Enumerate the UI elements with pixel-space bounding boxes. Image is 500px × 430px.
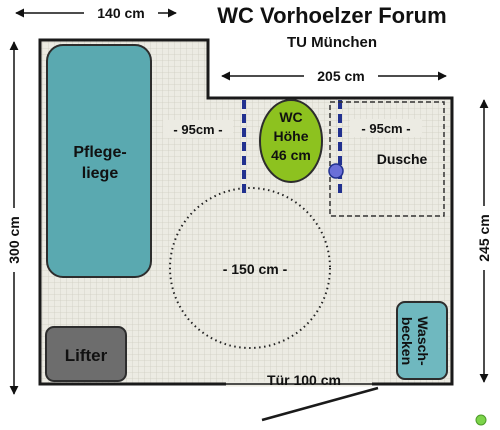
shower-area <box>329 101 445 217</box>
dimension-top-right: 205 cm <box>317 68 364 84</box>
clearance-label-bg <box>350 119 422 137</box>
clearance-right-label: - 95cm - <box>361 121 410 136</box>
lifter-label: Lifter <box>65 346 108 365</box>
sink-label-line1: Wasch- <box>415 316 431 366</box>
care-bed-label-line1: Pflege- <box>73 144 126 161</box>
toilet-label-line1: WC <box>279 109 302 125</box>
dimension-top-left: 140 cm <box>97 5 144 21</box>
care-bed-label-line2: liege <box>82 165 119 182</box>
dimension-label-bg <box>84 2 158 22</box>
clearance-left-label: - 95cm - <box>173 122 222 137</box>
page-subtitle: TU München <box>287 34 377 51</box>
door-label: Tür 100 cm <box>267 372 341 388</box>
dimension-left: 300 cm <box>6 216 22 263</box>
toilet-label-line3: 46 cm <box>271 147 311 163</box>
shower-label: Dusche <box>377 151 428 167</box>
turning-circle-label: - 150 cm - <box>223 261 288 277</box>
dimension-right: 245 cm <box>476 214 492 261</box>
clearance-label-bg <box>163 120 233 138</box>
sink <box>396 301 448 380</box>
turning-circle <box>169 187 331 349</box>
status-dot-icon <box>475 414 487 426</box>
toilet <box>259 99 323 183</box>
lifter <box>45 326 127 382</box>
toilet-label-line2: Höhe <box>274 128 309 144</box>
sink-label-line2: becken <box>399 317 415 365</box>
care-bed <box>46 44 152 278</box>
dimension-label-bg <box>304 65 378 85</box>
page-title: WC Vorhoelzer Forum <box>217 3 446 28</box>
flush-button-icon <box>328 163 344 179</box>
dimension-label-bg <box>475 206 495 270</box>
dimension-label-bg <box>4 208 24 272</box>
door-swing <box>261 386 379 422</box>
